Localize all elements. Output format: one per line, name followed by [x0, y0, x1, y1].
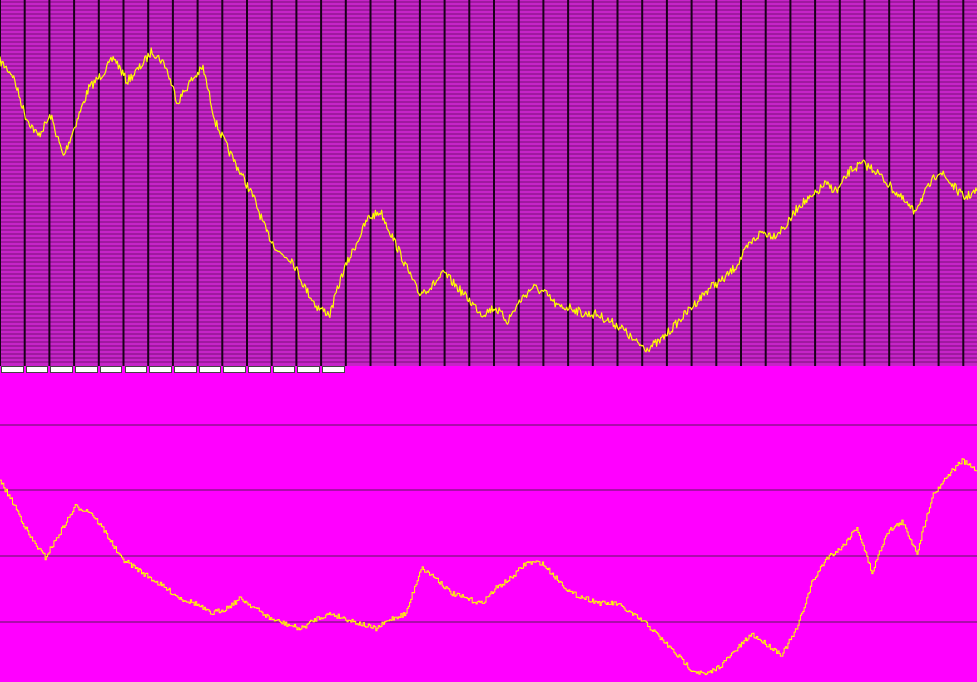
x-tick-label — [322, 366, 345, 373]
series-layer — [0, 47, 977, 676]
x-tick-label — [75, 366, 98, 373]
upper-panel-column-dividers — [0, 0, 965, 366]
x-tick-label — [124, 366, 148, 373]
x-tick-label — [223, 366, 246, 373]
upper-series-line — [0, 47, 977, 353]
x-tick-label — [149, 366, 172, 373]
x-tick-label — [297, 366, 321, 373]
x-tick-label — [99, 366, 123, 373]
x-tick-label — [1, 366, 24, 373]
lower-series-line — [0, 458, 977, 676]
x-tick-label — [25, 366, 49, 373]
x-tick-label — [198, 366, 222, 373]
x-tick-label — [50, 366, 74, 373]
x-tick-label — [272, 366, 296, 373]
x-tick-label — [173, 366, 197, 373]
lower-panel-grid — [0, 424, 977, 623]
x-tick-label — [248, 366, 271, 373]
